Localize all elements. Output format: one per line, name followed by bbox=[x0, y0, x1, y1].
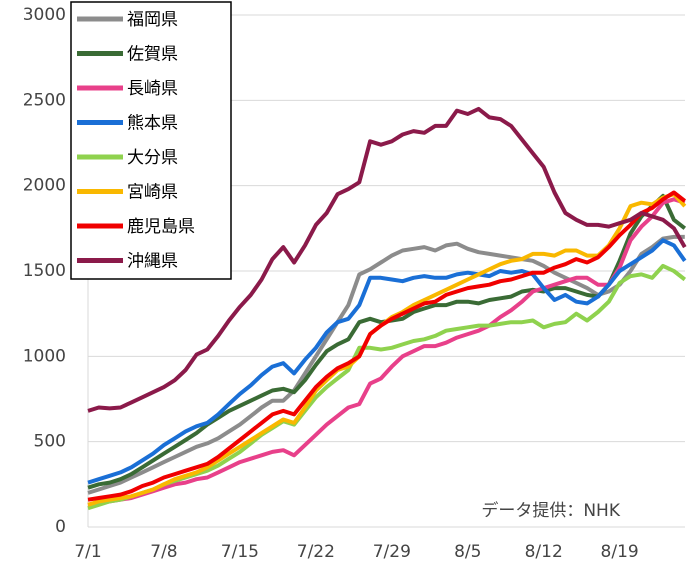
legend-label: 長崎県 bbox=[127, 79, 178, 99]
x-tick-label: 8/12 bbox=[525, 542, 563, 562]
series-line bbox=[87, 234, 685, 495]
series-line bbox=[87, 106, 687, 413]
legend-label: 佐賀県 bbox=[127, 45, 178, 65]
legend-box bbox=[70, 1, 232, 280]
y-tick-label: 1500 bbox=[23, 261, 66, 281]
series-line bbox=[87, 238, 687, 485]
y-tick-label: 3000 bbox=[23, 5, 66, 25]
series-line bbox=[87, 190, 687, 502]
y-tick-label: 2000 bbox=[23, 176, 66, 196]
y-tick-label: 0 bbox=[55, 517, 66, 537]
legend-label: 沖縄県 bbox=[127, 252, 178, 272]
legend-label: 大分県 bbox=[127, 148, 178, 168]
series-line bbox=[87, 197, 686, 507]
x-tick-label: 8/19 bbox=[601, 542, 639, 562]
annotation: データ提供：NHK bbox=[481, 500, 620, 521]
legend-label: 熊本県 bbox=[127, 114, 178, 134]
legend-label: 宮崎県 bbox=[127, 183, 178, 203]
y-tick-label: 2500 bbox=[23, 90, 66, 110]
legend-label: 鹿児島県 bbox=[127, 217, 195, 237]
x-tick-label: 8/5 bbox=[454, 542, 481, 562]
x-tick-label: 7/15 bbox=[221, 542, 259, 562]
x-tick-label: 7/8 bbox=[150, 542, 177, 562]
y-tick-label: 500 bbox=[34, 432, 66, 452]
y-tick-label: 1000 bbox=[23, 346, 66, 366]
x-tick-label: 7/29 bbox=[373, 542, 411, 562]
legend-label: 福岡県 bbox=[127, 10, 178, 30]
x-tick-label: 7/1 bbox=[74, 542, 101, 562]
x-tick-label: 7/22 bbox=[297, 542, 335, 562]
